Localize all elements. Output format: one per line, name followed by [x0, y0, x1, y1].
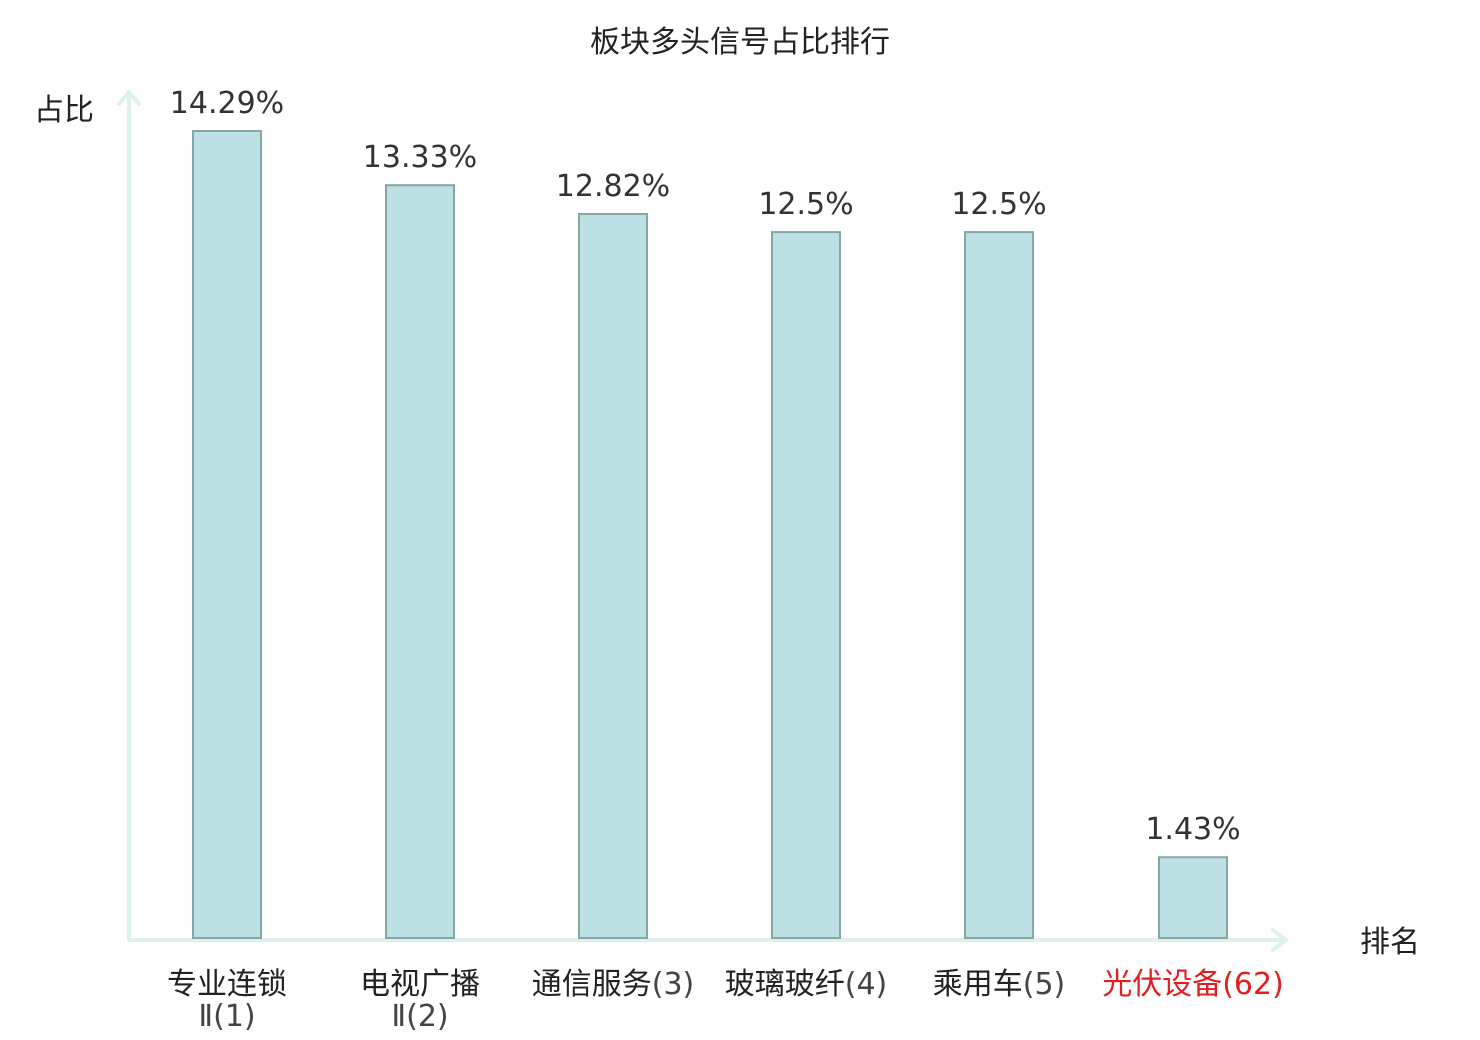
x-axis-label: 排名	[1360, 925, 1420, 960]
category-name-3: 通信服务	[532, 967, 652, 1002]
bar-6	[1158, 856, 1228, 939]
bar-5	[964, 231, 1034, 939]
bar-3	[578, 213, 648, 940]
chart-title: 板块多头信号占比排行	[590, 25, 890, 60]
x-axis-arrowhead	[1271, 928, 1288, 952]
category-rank-6: (62)	[1222, 967, 1284, 1002]
category-rank-1: Ⅱ(1)	[198, 999, 255, 1034]
category-label-5: 乘用车(5)	[933, 967, 1066, 1002]
value-label-1: 14.29%	[170, 86, 284, 121]
y-axis-arrowhead	[117, 90, 141, 106]
y-axis-label: 占比	[34, 93, 94, 128]
value-label-5: 12.5%	[951, 187, 1046, 222]
category-label-3: 通信服务(3)	[532, 967, 695, 1002]
category-rank-5: (5)	[1023, 967, 1066, 1002]
value-label-2: 13.33%	[363, 140, 477, 175]
category-rank-4: (4)	[845, 967, 888, 1002]
category-label-1: 专业连锁	[167, 967, 287, 1002]
bar-2	[385, 184, 455, 940]
category-label-4: 玻璃玻纤(4)	[725, 967, 888, 1002]
value-label-3: 12.82%	[556, 169, 670, 204]
category-name-5: 乘用车	[933, 967, 1023, 1002]
bar-1	[192, 130, 262, 939]
category-label-6: 光伏设备(62)	[1102, 967, 1284, 1002]
axes	[117, 90, 1288, 952]
category-rank-3: (3)	[652, 967, 695, 1002]
category-rank-2: Ⅱ(2)	[391, 999, 448, 1034]
bar-4	[771, 231, 841, 939]
value-labels-group: 14.29% 13.33% 12.82% 12.5% 12.5% 1.43%	[170, 86, 1241, 847]
bars-group	[192, 130, 1228, 940]
value-label-6: 1.43%	[1145, 812, 1240, 847]
category-name-6: 光伏设备	[1102, 967, 1222, 1002]
value-label-4: 12.5%	[758, 187, 853, 222]
category-name-4: 玻璃玻纤	[725, 967, 845, 1002]
category-label-2: 电视广播	[360, 967, 480, 1002]
